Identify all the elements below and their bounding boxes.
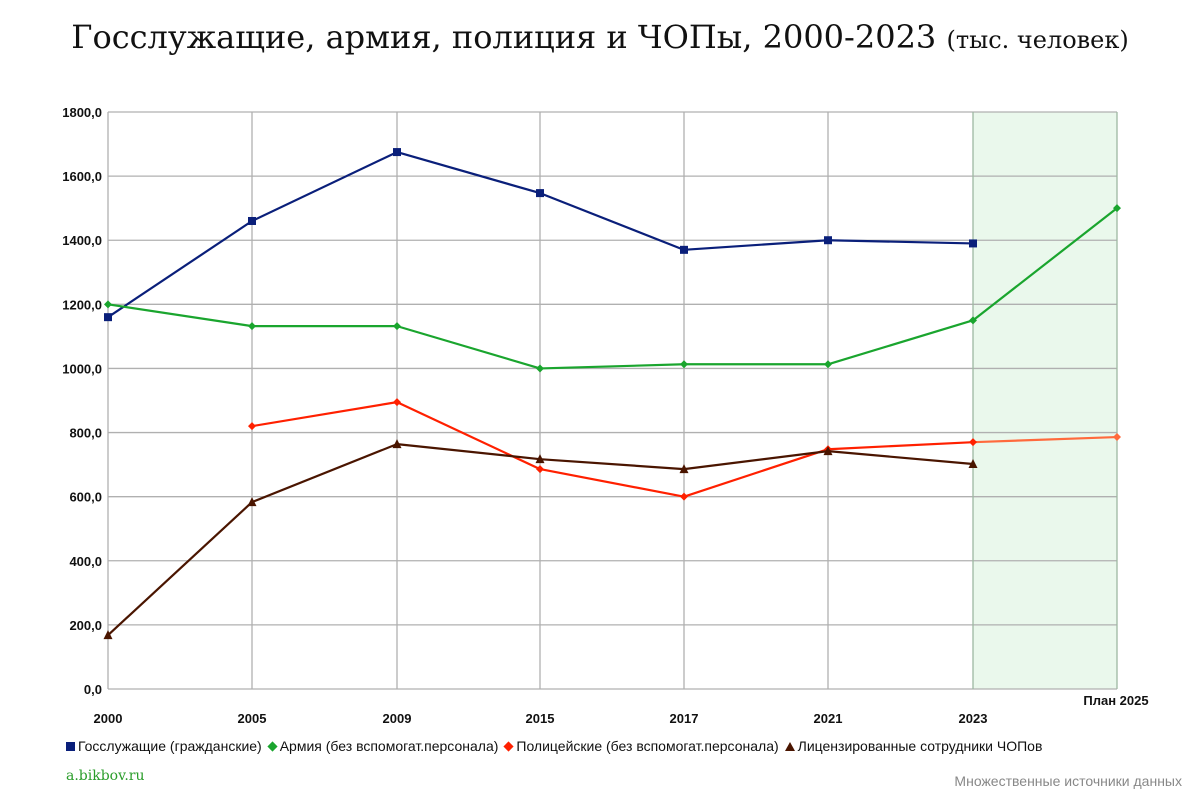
legend-marker-icon (503, 740, 514, 752)
y-tick-label: 1400,0 (62, 233, 102, 248)
series-0-point (248, 216, 256, 225)
y-tick-label: 400,0 (69, 554, 102, 569)
series-0-point (536, 189, 544, 198)
series-2-point (969, 438, 977, 447)
legend-item: Полицейские (без вспомогат.персонала) (503, 738, 779, 754)
series-2-segment (251, 401, 398, 428)
x-tick-label: 2005 (238, 711, 267, 726)
series-3-segment (396, 443, 541, 461)
legend-label: Армия (без вспомогат.персонала) (279, 738, 499, 754)
x-tick-label: 2017 (670, 711, 699, 726)
y-tick-label: 1800,0 (62, 105, 102, 120)
series-3-segment (683, 450, 829, 471)
y-tick-label: 200,0 (69, 618, 102, 633)
x-tick-label: 2015 (526, 711, 555, 726)
series-0-segment (539, 192, 685, 251)
series-2-point (1113, 433, 1121, 442)
y-tick-label: 1000,0 (62, 361, 102, 376)
series-1-segment (107, 303, 253, 328)
legend-item: Госслужащие (гражданские) (66, 738, 262, 754)
site-link[interactable]: a.bikbov.ru (66, 768, 145, 784)
series-0-segment (396, 151, 541, 195)
series-0-point (680, 245, 688, 254)
series-0-segment (827, 239, 974, 245)
series-1-segment (396, 325, 541, 370)
series-2-segment (396, 401, 541, 471)
legend: Госслужащие (гражданские) Армия (без вспо… (66, 738, 1042, 754)
x-tick-label: 2000 (94, 711, 123, 726)
plan-region (973, 112, 1117, 689)
series-2-point (248, 422, 256, 431)
legend-marker-icon (784, 741, 795, 751)
legend-item: Лицензированные сотрудники ЧОПов (784, 738, 1043, 754)
series-2-segment (972, 435, 1118, 444)
x-tick-label: 2023 (959, 711, 988, 726)
y-tick-label: 600,0 (69, 490, 102, 505)
series-2-point (393, 398, 401, 407)
series-1-point (680, 360, 688, 369)
series-3-point (679, 464, 689, 474)
series-0-point (824, 236, 832, 245)
title-subtitle: (тыс. человек) (946, 26, 1129, 54)
chart-title: Госслужащие, армия, полиция и ЧОПы, 2000… (0, 18, 1200, 56)
series-0-segment (107, 220, 253, 319)
series-3-point (535, 454, 545, 464)
series-1-point (248, 322, 256, 331)
series-3-segment (539, 458, 685, 471)
series-1-point (393, 322, 401, 331)
series-3-segment (107, 501, 253, 636)
legend-label: Полицейские (без вспомогат.персонала) (516, 738, 779, 754)
series-2-segment (827, 441, 974, 451)
series-3-segment (251, 443, 398, 504)
legend-marker-icon (267, 740, 278, 752)
series-1-segment (972, 207, 1118, 322)
series-2-point (536, 465, 544, 474)
series-3-segment (827, 450, 974, 466)
series-3-point (392, 439, 402, 449)
legend-marker-icon (66, 741, 75, 751)
series-2-segment (539, 468, 685, 498)
series-3-point (823, 446, 833, 456)
series-0-point (969, 239, 977, 248)
series-3-point (103, 630, 113, 640)
series-0-point (393, 148, 401, 157)
y-tick-label: 800,0 (69, 426, 102, 441)
y-tick-label: 0,0 (84, 682, 102, 697)
x-tick-label: 2021 (814, 711, 843, 726)
x-tick-label: План 2025 (1083, 693, 1148, 708)
series-1-point (1113, 204, 1121, 213)
series-1-point (104, 300, 112, 309)
series-1-segment (827, 319, 974, 366)
series-2-point (680, 492, 688, 501)
y-tick-label: 1200,0 (62, 297, 102, 312)
legend-label: Лицензированные сотрудники ЧОПов (797, 738, 1043, 754)
x-tick-label: 2009 (383, 711, 412, 726)
series-2-segment (683, 448, 829, 498)
y-tick-label: 1600,0 (62, 169, 102, 184)
series-1-point (969, 316, 977, 325)
series-3-point (247, 497, 257, 507)
series-0-segment (251, 151, 398, 222)
series-1-segment (539, 363, 685, 370)
series-0-segment (683, 239, 829, 251)
legend-label: Госслужащие (гражданские) (78, 738, 262, 754)
series-1-point (824, 360, 832, 369)
title-text: Госслужащие, армия, полиция и ЧОПы, 2000… (71, 18, 937, 56)
legend-item: Армия (без вспомогат.персонала) (267, 738, 499, 754)
series-3-point (968, 458, 978, 468)
source-note: Множественные источники данных (954, 773, 1182, 789)
series-1-point (536, 364, 544, 373)
series-0-point (104, 313, 112, 322)
